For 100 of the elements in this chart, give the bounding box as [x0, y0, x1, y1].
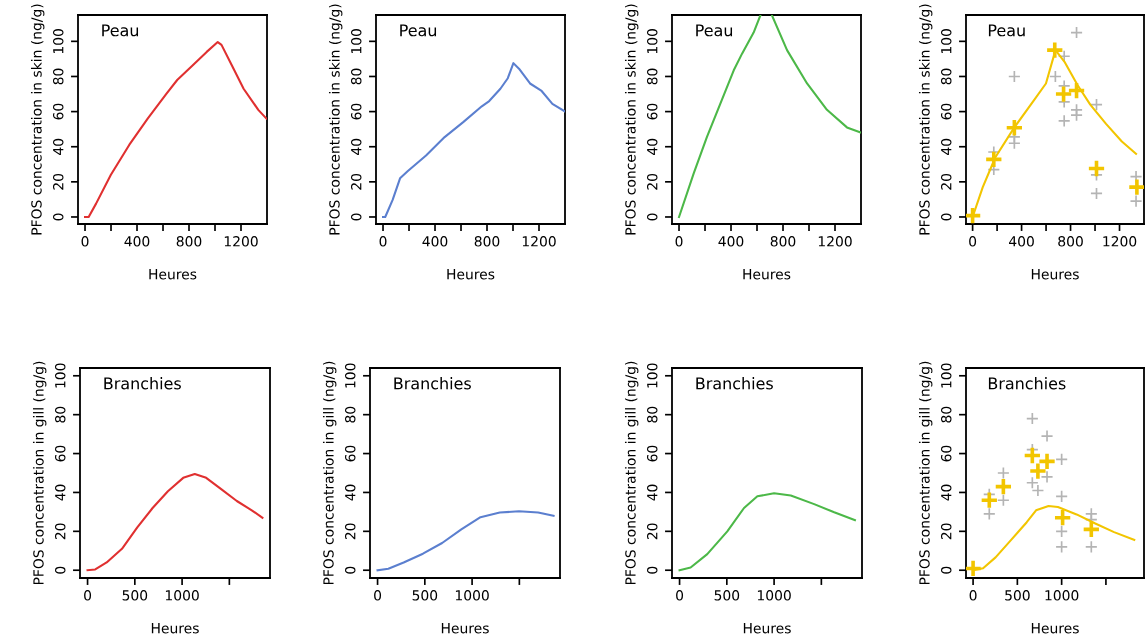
x-axis-title: Heures: [447, 269, 495, 280]
x-tick-label: 800: [770, 236, 796, 247]
point: [1070, 26, 1083, 39]
y-tick-label: 20: [647, 173, 658, 190]
y-tick-label: 0: [53, 213, 64, 221]
point: [1055, 489, 1069, 503]
y-axis-title: PFOS concentration in skin (ng/g): [918, 4, 933, 235]
y-tick-label: 100: [941, 29, 952, 54]
chart-title: Peau: [102, 24, 139, 37]
point: [1090, 98, 1103, 111]
x-tick-label: 0: [84, 590, 92, 601]
point: [1055, 540, 1069, 554]
y-tick-label: 60: [55, 445, 66, 462]
chart-title: Branchies: [394, 377, 471, 390]
x-tick-label: 0: [374, 590, 382, 601]
point: [1054, 84, 1074, 104]
x-tick-label: 1200: [1103, 236, 1137, 247]
x-axis-title: Heures: [1031, 623, 1079, 634]
y-tick-label: 80: [941, 406, 952, 423]
point: [1048, 70, 1062, 83]
y-tick-label: 0: [345, 566, 356, 574]
chart-title: Branchies: [696, 377, 773, 390]
point: [1057, 114, 1071, 128]
y-tick-label: 40: [351, 138, 362, 155]
y-axis-title: PFOS concentration in skin (ng/g): [30, 4, 45, 235]
point: [1084, 540, 1098, 554]
point: [996, 493, 1010, 507]
point: [1031, 484, 1045, 497]
y-tick-label: 80: [941, 68, 952, 85]
y-tick-label: 20: [53, 173, 64, 190]
point: [993, 477, 1013, 497]
y-tick-label: 20: [55, 523, 66, 540]
y-tick-label: 20: [345, 523, 356, 540]
x-tick-label: 0: [676, 590, 684, 601]
x-tick-label: 0: [675, 236, 683, 247]
point: [982, 507, 996, 521]
y-axis-title: PFOS concentration in gill (ng/g): [322, 361, 337, 585]
point: [996, 466, 1010, 480]
point: [979, 490, 999, 510]
y-axis-title: PFOS concentration in gill (ng/g): [32, 361, 47, 585]
y-axis-title: PFOS concentration in skin (ng/g): [624, 4, 639, 235]
x-tick-label: 800: [474, 236, 500, 247]
y-tick-label: 60: [53, 103, 64, 120]
y-tick-label: 100: [351, 29, 362, 54]
point: [1040, 429, 1054, 443]
y-tick-label: 40: [345, 484, 356, 501]
y-tick-label: 20: [941, 173, 952, 190]
line-series: [86, 472, 264, 572]
point: [1040, 470, 1054, 484]
y-tick-label: 100: [53, 29, 64, 54]
x-tick-label: 0: [969, 590, 977, 601]
x-tick-label: 1200: [224, 236, 258, 247]
point: [1025, 412, 1039, 425]
point: [1053, 508, 1073, 528]
x-tick-label: 1200: [818, 236, 852, 247]
y-tick-label: 20: [941, 523, 952, 540]
y-tick-label: 0: [647, 566, 658, 574]
y-tick-label: 40: [941, 484, 952, 501]
chart-title: Peau: [400, 24, 437, 37]
x-tick-label: 400: [124, 236, 150, 247]
point: [1025, 476, 1039, 490]
y-tick-label: 0: [941, 566, 952, 574]
point: [1055, 524, 1069, 538]
y-tick-label: 100: [647, 363, 658, 388]
y-tick-label: 80: [53, 68, 64, 85]
y-tick-label: 20: [647, 523, 658, 540]
x-tick-label: 800: [1058, 236, 1083, 247]
y-axis-title: PFOS concentration in gill (ng/g): [624, 361, 639, 585]
line-series: [376, 510, 555, 572]
y-tick-label: 40: [941, 138, 952, 155]
x-tick-label: 500: [122, 590, 148, 601]
point: [1129, 194, 1143, 208]
y-axis-title: PFOS concentration in skin (ng/g): [328, 4, 343, 235]
x-axis-title: Heures: [441, 623, 489, 634]
point: [1022, 446, 1042, 465]
y-tick-label: 60: [647, 103, 658, 120]
y-tick-label: 80: [647, 406, 658, 423]
line-series: [83, 41, 267, 219]
x-tick-label: 0: [379, 236, 387, 247]
y-tick-label: 80: [647, 68, 658, 85]
y-tick-label: 100: [647, 29, 658, 54]
y-tick-label: 20: [351, 173, 362, 190]
point: [1007, 70, 1021, 83]
x-tick-label: 500: [1005, 590, 1030, 601]
x-tick-label: 1200: [522, 236, 556, 247]
y-tick-label: 0: [55, 566, 66, 574]
y-tick-label: 40: [647, 484, 658, 501]
chart-title: Peau: [696, 24, 733, 37]
y-tick-label: 60: [941, 103, 952, 120]
y-tick-label: 80: [351, 68, 362, 85]
x-tick-label: 400: [1009, 236, 1034, 247]
point: [1055, 452, 1069, 466]
y-tick-label: 0: [941, 213, 952, 221]
point: [1007, 136, 1021, 150]
point: [1045, 40, 1065, 60]
y-tick-label: 100: [941, 363, 952, 388]
point: [1090, 187, 1103, 200]
x-tick-label: 1000: [757, 590, 791, 601]
y-tick-label: 60: [647, 445, 658, 462]
y-tick-label: 100: [55, 363, 66, 388]
